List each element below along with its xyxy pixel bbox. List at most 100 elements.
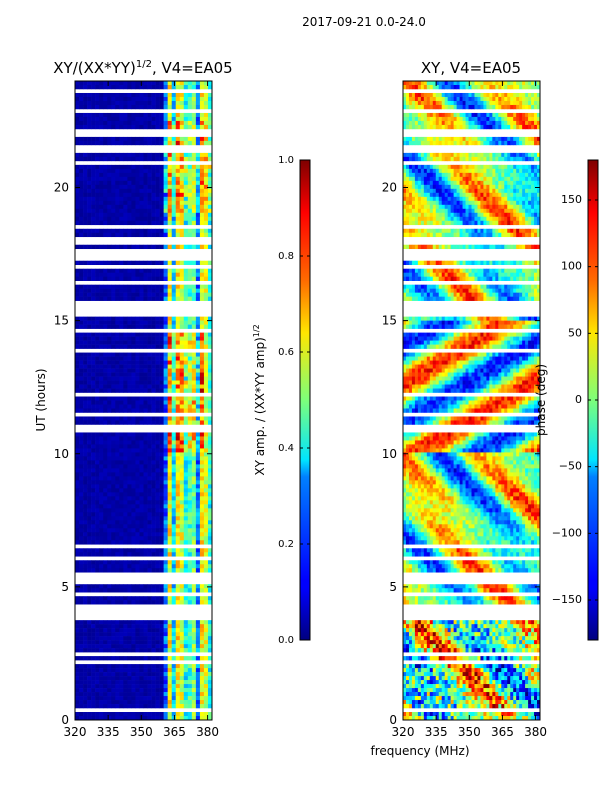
heatmap-cell [403,140,407,146]
heatmap-cell [163,220,168,226]
heatmap-cell [119,464,124,469]
heatmap-cell [107,172,112,178]
heatmap-cell [115,228,120,234]
heatmap-cell [183,184,189,190]
heatmap-cell [175,124,181,130]
heatmap-cell [159,672,164,677]
heatmap-cell [179,184,185,190]
heatmap-cell [183,436,189,441]
heatmap-cell [75,284,80,289]
heatmap-cell [103,352,108,357]
heatmap-cell [107,588,112,593]
heatmap-cell [107,520,112,525]
heatmap-cell [155,276,160,281]
heatmap-cell [79,204,84,210]
heatmap-cell [405,140,410,146]
heatmap-cell [159,716,164,721]
heatmap-cell [127,456,132,461]
heatmap-cell [115,400,120,405]
heatmap-cell [119,488,124,493]
heatmap-cell [115,668,120,673]
heatmap-cell [115,540,120,545]
heatmap-cell [79,488,84,493]
heatmap-cell [195,152,201,158]
heatmap-cell [143,468,148,473]
heatmap-cell [147,620,152,625]
heatmap-cell [75,420,80,425]
heatmap-cell [127,540,132,545]
heatmap-cell [135,468,140,473]
heatmap-cell [477,100,481,106]
heatmap-cell [414,112,419,118]
heatmap-cell [462,120,466,126]
heatmap-cell [155,384,160,389]
heatmap-cell [103,220,108,226]
heatmap-cell [477,140,481,146]
heatmap-cell [115,81,120,86]
heatmap-cell [95,152,100,158]
heatmap-cell [103,404,108,409]
heatmap-cell [183,700,189,705]
heatmap-cell [183,444,189,449]
heatmap-cell [83,500,88,505]
heatmap-cell [195,400,201,405]
heatmap-cell [155,508,160,513]
heatmap-cell [147,640,152,645]
heatmap-cell [143,188,148,194]
heatmap-cell [435,120,440,126]
heatmap-cell [83,664,88,669]
heatmap-cell [537,120,541,126]
heatmap-cell [179,704,185,709]
heatmap-cell [171,716,177,721]
heatmap-cell [207,396,213,401]
heatmap-cell [95,284,100,289]
heatmap-cell [171,460,177,465]
heatmap-cell [87,276,92,281]
heatmap-cell [123,560,128,565]
heatmap-cell [429,124,434,130]
heatmap-cell [167,200,173,206]
heatmap-cell [151,648,156,653]
heatmap-cell [453,156,457,162]
heatmap-cell [191,332,197,337]
heatmap-cell [163,384,168,389]
heatmap-cell [191,192,197,198]
heatmap-cell [79,404,84,409]
heatmap-cell [119,260,124,266]
heatmap-cell [155,164,160,170]
heatmap-cell [519,120,523,126]
heatmap-cell [99,220,104,226]
heatmap-cell [163,324,168,329]
heatmap-cell [131,336,136,341]
heatmap-cell [531,156,535,162]
heatmap-cell [199,344,205,349]
heatmap-cell [504,96,508,102]
heatmap-cell [159,464,164,469]
heatmap-cell [507,112,511,118]
heatmap-cell [99,388,104,393]
heatmap-cell [207,352,213,357]
heatmap-cell [195,688,201,693]
heatmap-cell [127,680,132,685]
heatmap-cell [107,484,112,489]
heatmap-cell [199,204,205,210]
heatmap-cell [139,500,144,505]
heatmap-cell [489,92,493,98]
heatmap-cell [123,696,128,701]
heatmap-cell [131,460,136,465]
heatmap-cell [119,140,124,146]
heatmap-cell [513,152,517,158]
heatmap-cell [151,516,156,521]
heatmap-cell [79,684,84,689]
heatmap-cell [498,136,502,142]
heatmap-cell [83,272,88,277]
heatmap-cell [191,560,197,565]
heatmap-cell [510,136,514,142]
heatmap-cell [87,584,92,589]
heatmap-cell [171,200,177,206]
heatmap-cell [420,140,425,146]
heatmap-cell [143,432,148,437]
heatmap-cell [411,164,416,170]
heatmap-cell [75,81,80,86]
heatmap-cell [155,496,160,501]
